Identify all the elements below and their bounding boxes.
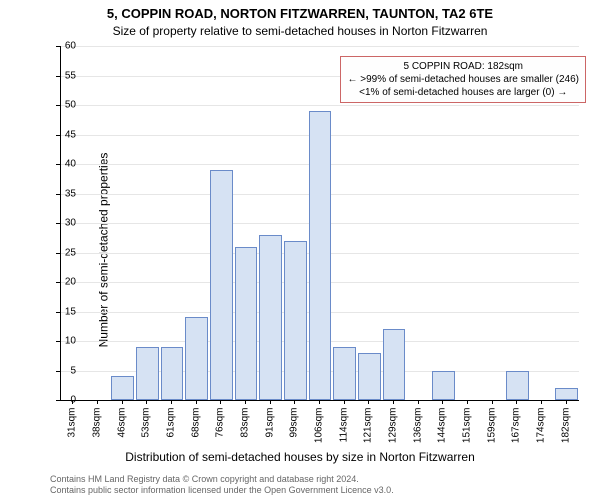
x-tick	[541, 400, 542, 404]
x-tick-label: 53sqm	[141, 408, 152, 454]
x-tick	[245, 400, 246, 404]
property-size-histogram: 5, COPPIN ROAD, NORTON FITZWARREN, TAUNT…	[0, 0, 600, 500]
x-tick-label: 136sqm	[412, 408, 423, 454]
x-tick	[467, 400, 468, 404]
histogram-bar	[358, 353, 381, 400]
histogram-bar	[432, 371, 455, 401]
x-tick-label: 129sqm	[388, 408, 399, 454]
histogram-bar	[284, 241, 307, 400]
histogram-bar	[309, 111, 332, 400]
y-tick-label: 5	[48, 365, 76, 376]
annotation-box: 5 COPPIN ROAD: 182sqm ← >99% of semi-det…	[340, 56, 586, 103]
x-tick-label: 91sqm	[264, 408, 275, 454]
histogram-bar	[111, 376, 134, 400]
histogram-bar	[136, 347, 159, 400]
x-tick-label: 46sqm	[116, 408, 127, 454]
x-tick-label: 76sqm	[215, 408, 226, 454]
x-tick-label: 38sqm	[92, 408, 103, 454]
x-tick	[344, 400, 345, 404]
y-tick-label: 25	[48, 247, 76, 258]
x-tick-label: 159sqm	[486, 408, 497, 454]
x-tick	[270, 400, 271, 404]
histogram-bar	[185, 317, 208, 400]
x-tick-label: 167sqm	[511, 408, 522, 454]
histogram-bar	[161, 347, 184, 400]
x-tick	[146, 400, 147, 404]
x-tick-label: 61sqm	[166, 408, 177, 454]
y-tick-label: 30	[48, 218, 76, 229]
x-tick	[319, 400, 320, 404]
histogram-bar	[259, 235, 282, 400]
x-tick-label: 144sqm	[437, 408, 448, 454]
x-tick	[220, 400, 221, 404]
y-tick-label: 60	[48, 41, 76, 52]
x-tick-label: 151sqm	[462, 408, 473, 454]
x-tick	[492, 400, 493, 404]
x-tick-label: 68sqm	[190, 408, 201, 454]
y-tick-label: 50	[48, 100, 76, 111]
x-tick-label: 99sqm	[289, 408, 300, 454]
histogram-bar	[210, 170, 233, 400]
y-tick-label: 10	[48, 336, 76, 347]
x-tick	[97, 400, 98, 404]
footnote: Contains HM Land Registry data © Crown c…	[50, 474, 590, 497]
x-tick	[368, 400, 369, 404]
x-tick	[72, 400, 73, 404]
y-tick-label: 55	[48, 70, 76, 81]
chart-subtitle: Size of property relative to semi-detach…	[0, 24, 600, 38]
x-tick	[122, 400, 123, 404]
y-tick-label: 45	[48, 129, 76, 140]
annotation-line1: 5 COPPIN ROAD: 182sqm	[347, 60, 579, 73]
y-tick-label: 35	[48, 188, 76, 199]
histogram-bar	[555, 388, 578, 400]
histogram-bar	[506, 371, 529, 401]
chart-title-address: 5, COPPIN ROAD, NORTON FITZWARREN, TAUNT…	[0, 6, 600, 21]
x-tick	[393, 400, 394, 404]
gridline	[61, 105, 579, 106]
x-tick	[171, 400, 172, 404]
histogram-bar	[333, 347, 356, 400]
x-tick	[294, 400, 295, 404]
x-tick	[418, 400, 419, 404]
x-tick	[442, 400, 443, 404]
y-tick-label: 40	[48, 159, 76, 170]
x-tick-label: 182sqm	[560, 408, 571, 454]
footnote-line1: Contains HM Land Registry data © Crown c…	[50, 474, 590, 485]
x-tick-label: 114sqm	[338, 408, 349, 454]
histogram-bar	[235, 247, 258, 400]
annotation-line2: ← >99% of semi-detached houses are small…	[347, 73, 579, 86]
gridline	[61, 46, 579, 47]
annotation-line3: <1% of semi-detached houses are larger (…	[347, 86, 579, 99]
x-tick-label: 121sqm	[363, 408, 374, 454]
x-tick-label: 83sqm	[240, 408, 251, 454]
x-tick-label: 106sqm	[314, 408, 325, 454]
y-tick-label: 20	[48, 277, 76, 288]
histogram-bar	[383, 329, 406, 400]
x-tick-label: 31sqm	[67, 408, 78, 454]
x-tick	[516, 400, 517, 404]
y-tick-label: 15	[48, 306, 76, 317]
x-axis-label: Distribution of semi-detached houses by …	[0, 450, 600, 464]
x-tick-label: 174sqm	[536, 408, 547, 454]
x-tick	[566, 400, 567, 404]
x-tick	[196, 400, 197, 404]
footnote-line2: Contains public sector information licen…	[50, 485, 590, 496]
